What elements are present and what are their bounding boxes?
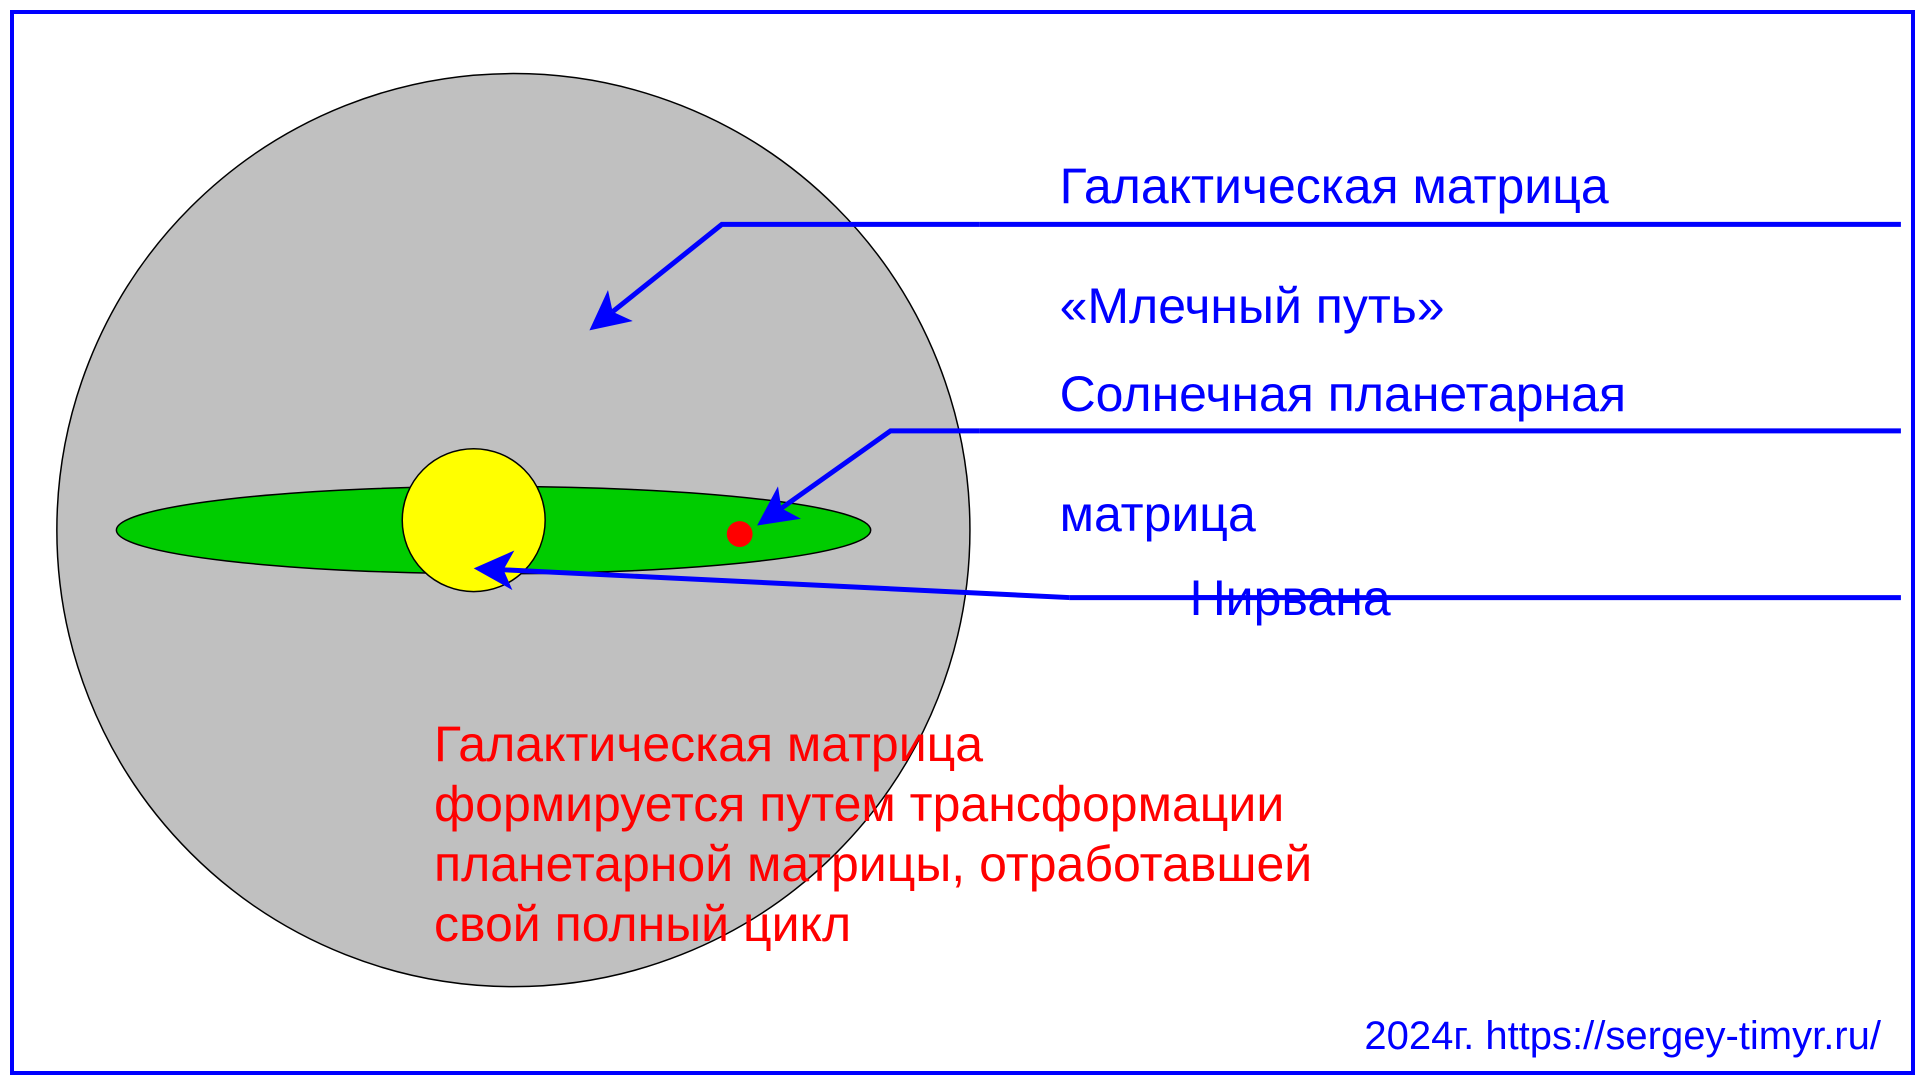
red-dot xyxy=(727,521,753,547)
galaxy-label-line1: Галактическая матрица xyxy=(1060,158,1609,214)
nirvana-label-line1: Нирвана xyxy=(1190,570,1391,626)
description-text: Галактическая матрица формируется путем … xyxy=(434,714,1312,954)
diagram-frame: Галактическая матрица «Млечный путь» Сол… xyxy=(10,10,1915,1075)
solar-label-line1: Солнечная планетарная xyxy=(1060,366,1626,422)
nirvana-label: Нирвана xyxy=(1134,508,1391,688)
footer-text: 2024г. https://sergey-timyr.ru/ xyxy=(1364,1014,1881,1059)
